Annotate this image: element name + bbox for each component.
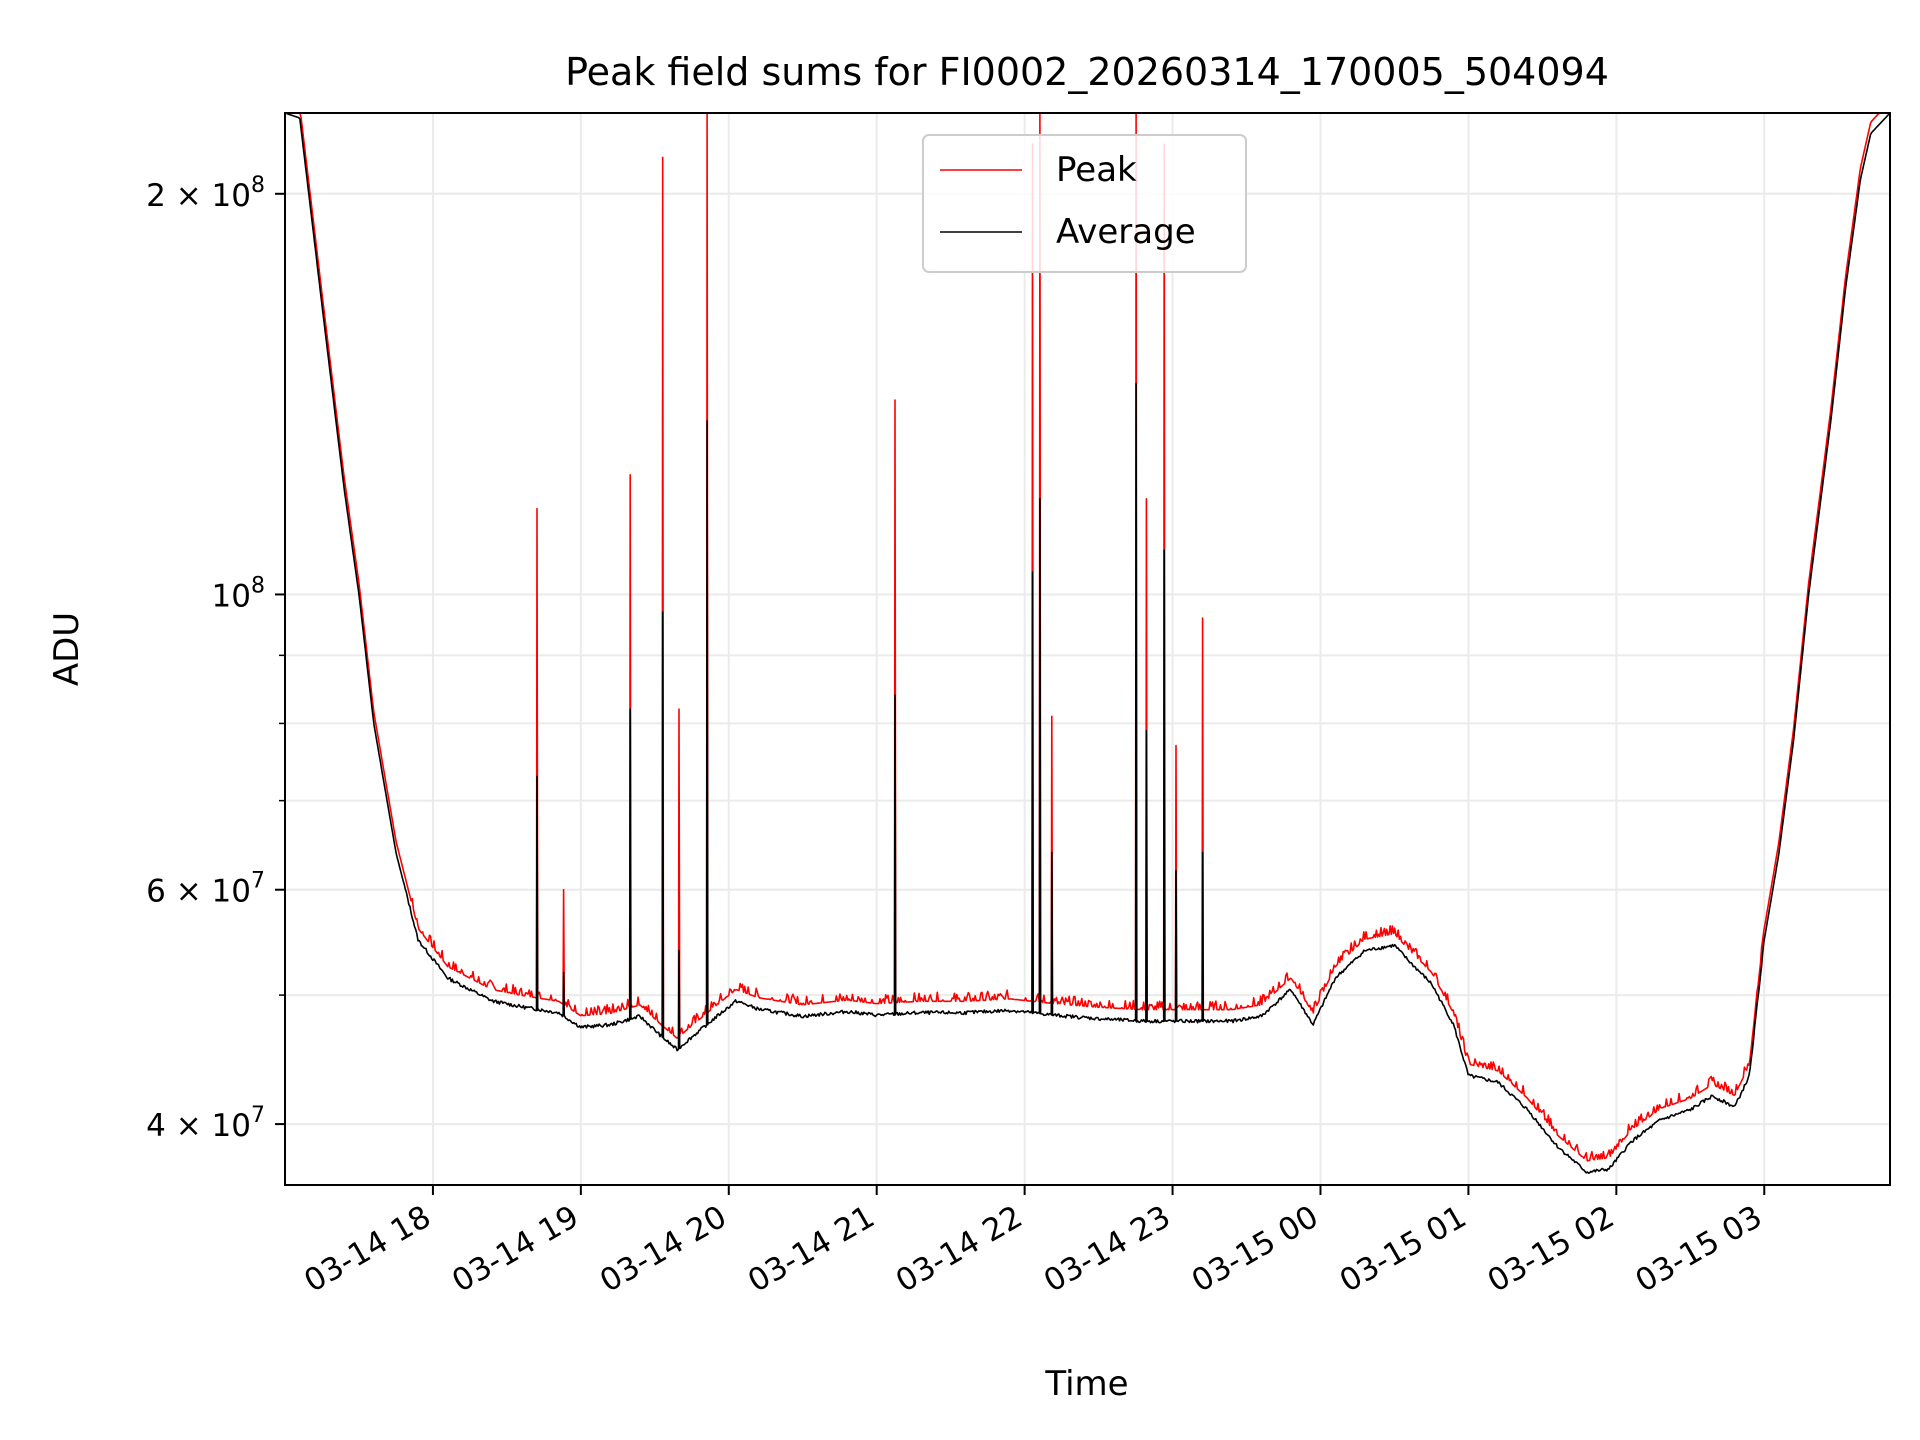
y-axis: 4 × 107 6 × 107 108 2 × 108 (146, 173, 285, 1144)
grid-layer (285, 113, 1890, 1185)
series-peak-layer (285, 112, 1890, 1162)
series-line-peak (285, 112, 1890, 1162)
series-line-average (284, 112, 1891, 1174)
legend-peak-label: Peak (1056, 150, 1137, 190)
y-tick-label: 4 × 107 (146, 1103, 265, 1144)
y-tick-label: 108 (212, 573, 265, 614)
chart-title: Peak field sums for FI0002_20260314_1700… (565, 50, 1609, 94)
plot-frame (284, 112, 1891, 1186)
y-tick-label: 6 × 107 (146, 869, 265, 910)
legend: Peak Average (922, 134, 1247, 273)
x-axis-label: Time (1044, 1364, 1128, 1404)
y-tick-label: 2 × 108 (146, 173, 265, 214)
series-average-layer (284, 112, 1891, 1174)
y-axis-label: ADU (47, 612, 87, 686)
legend-average-label: Average (1056, 212, 1196, 252)
